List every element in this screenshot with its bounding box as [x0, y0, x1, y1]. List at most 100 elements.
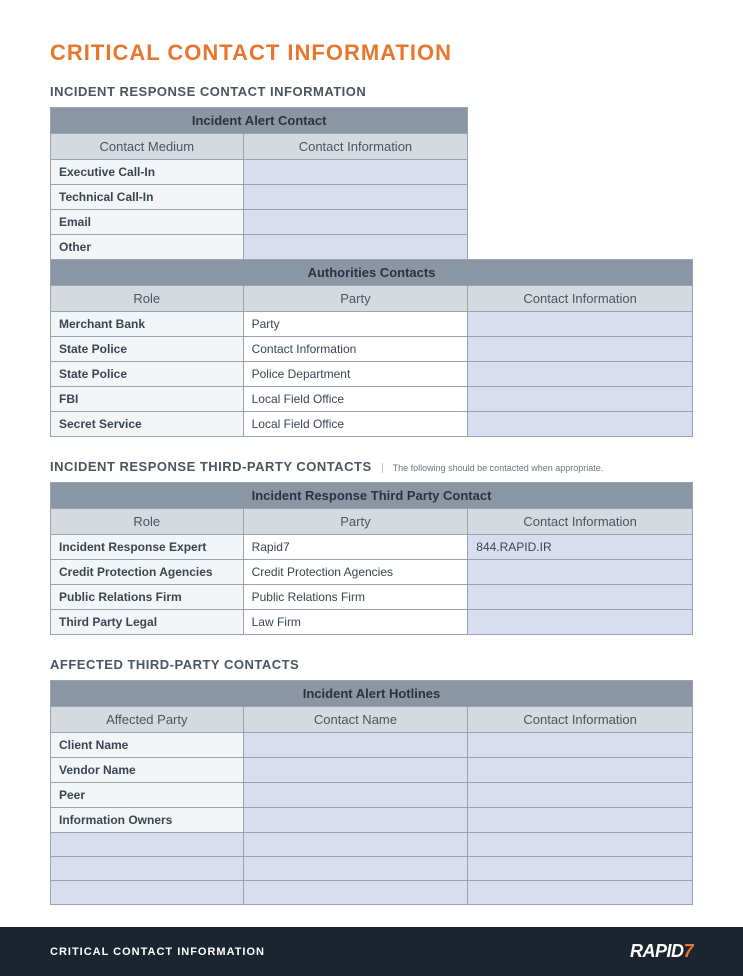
- section2-note: The following should be contacted when a…: [382, 463, 604, 473]
- party-cell: [51, 833, 244, 857]
- contact-cell: [468, 857, 693, 881]
- col-header: Role: [51, 286, 244, 312]
- col-header: Contact Name: [243, 707, 468, 733]
- col-header: Party: [243, 286, 468, 312]
- role-cell: State Police: [51, 337, 244, 362]
- table-row: FBI Local Field Office: [51, 387, 693, 412]
- name-cell: [243, 758, 468, 783]
- incident-alert-table: Incident Alert Contact Contact Medium Co…: [50, 107, 693, 437]
- data-cell: [243, 235, 468, 260]
- role-cell: Secret Service: [51, 412, 244, 437]
- logo-seven: 7: [683, 941, 693, 961]
- table-row: [51, 833, 693, 857]
- contact-cell: [468, 387, 693, 412]
- contact-cell: [468, 783, 693, 808]
- table-row: [51, 881, 693, 905]
- col-header: Contact Information: [468, 509, 693, 535]
- third-party-table: Incident Response Third Party Contact Ro…: [50, 482, 693, 635]
- col-header: Role: [51, 509, 244, 535]
- party-cell: Contact Information: [243, 337, 468, 362]
- section1-title: INCIDENT RESPONSE CONTACT INFORMATION: [50, 84, 693, 99]
- col-header: Affected Party: [51, 707, 244, 733]
- contact-cell: [468, 610, 693, 635]
- footer-title: CRITICAL CONTACT INFORMATION: [50, 946, 265, 958]
- table-row: Other: [51, 235, 693, 260]
- party-cell: Information Owners: [51, 808, 244, 833]
- logo-text: RAPID: [630, 941, 684, 961]
- table-row: Information Owners: [51, 808, 693, 833]
- label-cell: Technical Call-In: [51, 185, 244, 210]
- name-cell: [243, 808, 468, 833]
- contact-cell: [468, 585, 693, 610]
- affected-party-table: Incident Alert Hotlines Affected Party C…: [50, 680, 693, 905]
- table-row: Third Party Legal Law Firm: [51, 610, 693, 635]
- table-row: Peer: [51, 783, 693, 808]
- party-cell: Public Relations Firm: [243, 585, 468, 610]
- col-header: Contact Information: [243, 134, 468, 160]
- section3-title: AFFECTED THIRD-PARTY CONTACTS: [50, 657, 693, 672]
- contact-cell: [468, 312, 693, 337]
- party-cell: Law Firm: [243, 610, 468, 635]
- table-row: Credit Protection Agencies Credit Protec…: [51, 560, 693, 585]
- footer: CRITICAL CONTACT INFORMATION RAPID7: [0, 927, 743, 976]
- table-row: [51, 857, 693, 881]
- section2-title: INCIDENT RESPONSE THIRD-PARTY CONTACTS: [50, 459, 372, 474]
- table-row: Client Name: [51, 733, 693, 758]
- contact-cell: [468, 808, 693, 833]
- col-header: Contact Information: [468, 707, 693, 733]
- name-cell: [243, 783, 468, 808]
- col-header: Contact Information: [468, 286, 693, 312]
- label-cell: Email: [51, 210, 244, 235]
- contact-cell: [468, 362, 693, 387]
- col-header: Party: [243, 509, 468, 535]
- main-title: CRITICAL CONTACT INFORMATION: [50, 40, 693, 66]
- table-caption: Incident Alert Hotlines: [51, 681, 693, 707]
- role-cell: Merchant Bank: [51, 312, 244, 337]
- party-cell: Vendor Name: [51, 758, 244, 783]
- table-row: Vendor Name: [51, 758, 693, 783]
- data-cell: [243, 185, 468, 210]
- table-row: Technical Call-In: [51, 185, 693, 210]
- table-row: Secret Service Local Field Office: [51, 412, 693, 437]
- contact-cell: [468, 833, 693, 857]
- party-cell: Credit Protection Agencies: [243, 560, 468, 585]
- data-cell: [243, 160, 468, 185]
- role-cell: State Police: [51, 362, 244, 387]
- contact-cell: [468, 733, 693, 758]
- contact-cell: [468, 412, 693, 437]
- table-row: State Police Contact Information: [51, 337, 693, 362]
- table-row: Executive Call-In: [51, 160, 693, 185]
- table-row: Merchant Bank Party: [51, 312, 693, 337]
- name-cell: [243, 833, 468, 857]
- role-cell: Credit Protection Agencies: [51, 560, 244, 585]
- table-row: Email: [51, 210, 693, 235]
- contact-cell: [468, 560, 693, 585]
- data-cell: [243, 210, 468, 235]
- name-cell: [243, 733, 468, 758]
- label-cell: Other: [51, 235, 244, 260]
- contact-cell: [468, 758, 693, 783]
- name-cell: [243, 881, 468, 905]
- party-cell: [51, 881, 244, 905]
- party-cell: [51, 857, 244, 881]
- table-row: Incident Response Expert Rapid7 844.RAPI…: [51, 535, 693, 560]
- party-cell: Local Field Office: [243, 412, 468, 437]
- party-cell: Peer: [51, 783, 244, 808]
- table-row: Public Relations Firm Public Relations F…: [51, 585, 693, 610]
- table-row: State Police Police Department: [51, 362, 693, 387]
- contact-cell: 844.RAPID.IR: [468, 535, 693, 560]
- contact-cell: [468, 881, 693, 905]
- party-cell: Police Department: [243, 362, 468, 387]
- table-caption: Incident Response Third Party Contact: [51, 483, 693, 509]
- table-caption: Incident Alert Contact: [51, 108, 468, 134]
- party-cell: Party: [243, 312, 468, 337]
- role-cell: FBI: [51, 387, 244, 412]
- party-cell: Rapid7: [243, 535, 468, 560]
- party-cell: Local Field Office: [243, 387, 468, 412]
- role-cell: Incident Response Expert: [51, 535, 244, 560]
- col-header: Contact Medium: [51, 134, 244, 160]
- label-cell: Executive Call-In: [51, 160, 244, 185]
- party-cell: Client Name: [51, 733, 244, 758]
- contact-cell: [468, 337, 693, 362]
- role-cell: Public Relations Firm: [51, 585, 244, 610]
